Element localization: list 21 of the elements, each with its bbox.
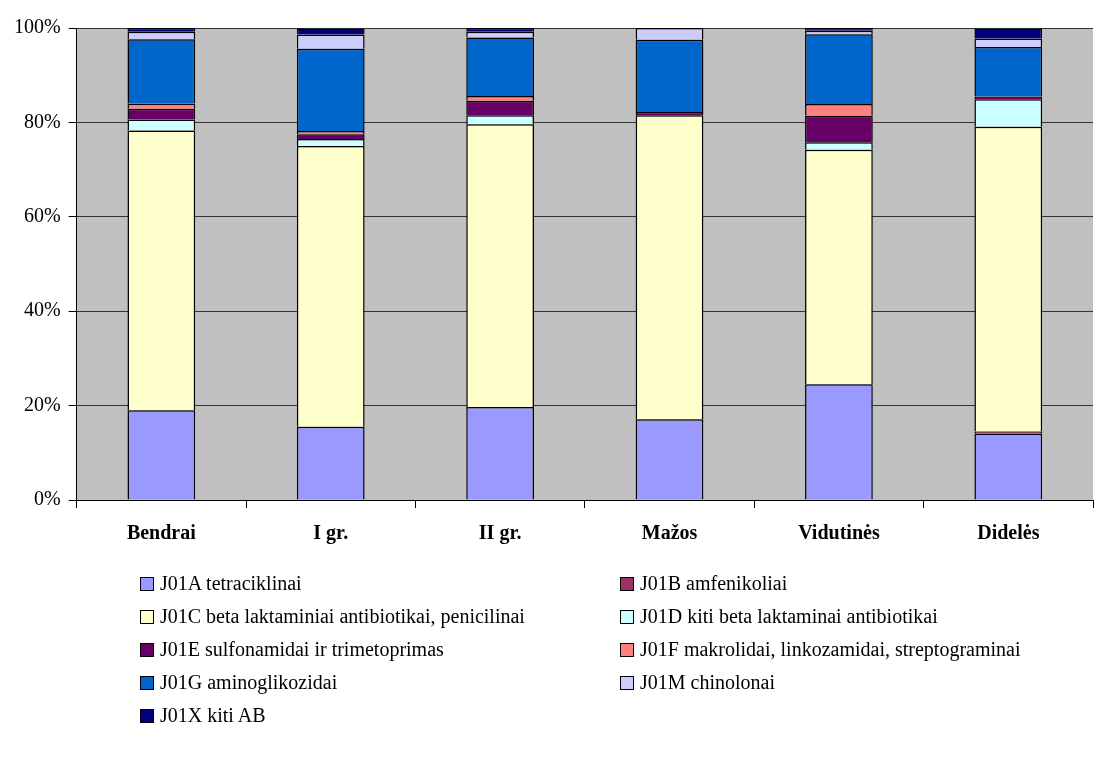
y-tick-label: 40%	[23, 298, 61, 321]
y-tick-label: 80%	[23, 109, 61, 132]
legend-label: J01D kiti beta laktaminai antibiotikai	[640, 605, 938, 628]
y-tick-label: 60%	[23, 204, 61, 227]
legend-label: J01C beta laktaminiai antibiotikai, penicilinai	[160, 605, 525, 628]
legend-label: J01B amfenikoliai	[640, 572, 788, 595]
legend-label: J01X kiti AB	[160, 704, 266, 727]
y-tick-label: 0%	[33, 487, 61, 510]
y-tick-label: 100%	[13, 15, 61, 38]
legend-label: J01A tetraciklinai	[160, 572, 302, 595]
y-tick-label: 20%	[23, 392, 61, 415]
x-tick-label: Vidutinės	[798, 521, 880, 544]
legend-label: J01F makrolidai, linkozamidai, streptograminai	[640, 638, 1021, 661]
x-tick-label: II gr.	[478, 521, 522, 545]
x-tick-label: Mažos	[641, 521, 698, 544]
x-tick-label: I gr.	[313, 521, 349, 545]
x-tick-label: Bendrai	[126, 521, 197, 544]
legend-label: J01E sulfonamidai ir trimetoprimas	[160, 638, 444, 661]
x-tick-label: Didelės	[977, 521, 1040, 544]
legend-label: J01M chinolonai	[640, 671, 775, 694]
legend-label: J01G aminoglikozidai	[160, 671, 338, 694]
